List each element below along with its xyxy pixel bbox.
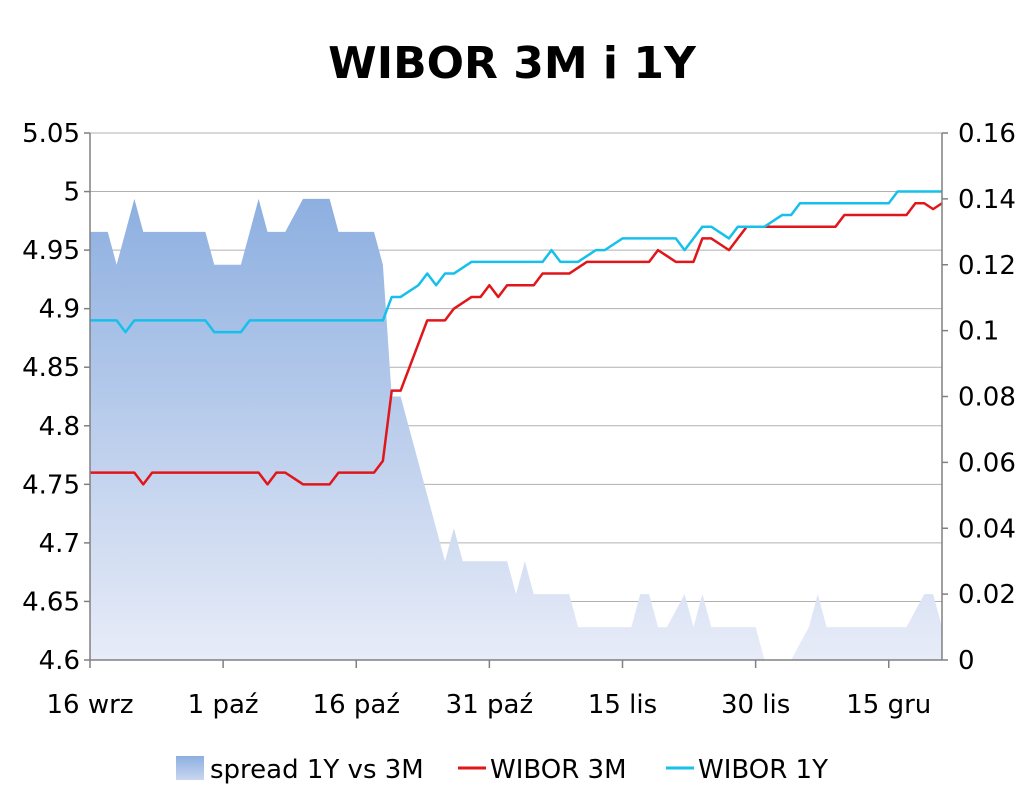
x-tick-label: 1 paź	[188, 690, 259, 720]
legend-label-spread: spread 1Y vs 3M	[210, 755, 424, 785]
y-left-tick-label: 4.7	[39, 529, 80, 559]
y-right-tick-label: 0.1	[958, 317, 999, 347]
line-series-layer	[90, 190, 943, 486]
y-right-tick-label: 0.08	[958, 383, 1016, 413]
x-tick-label: 15 gru	[846, 690, 931, 720]
legend-label-wibor3m: WIBOR 3M	[490, 755, 627, 785]
legend-label-wibor1y: WIBOR 1Y	[698, 755, 828, 785]
y-right-tick-label: 0.04	[958, 514, 1016, 544]
y-left-tick-label: 4.9	[39, 295, 80, 325]
y-left-tick-label: 4.85	[22, 353, 80, 383]
legend: spread 1Y vs 3M WIBOR 3M WIBOR 1Y	[176, 755, 828, 785]
y-right-tick-label: 0.16	[958, 119, 1016, 149]
x-tick-label: 30 lis	[721, 690, 790, 720]
series-spread-area	[90, 198, 942, 660]
y-right-tick-label: 0	[958, 646, 975, 676]
tick-labels: 4.6 4.65 4.7 4.75 4.8 4.85 4.9 4.95 5 5.05 0 0.02 0.…	[22, 119, 1016, 720]
y-right-tick-label: 0.14	[958, 185, 1016, 215]
y-left-tick-label: 4.75	[22, 470, 80, 500]
spread-area-layer	[90, 198, 942, 660]
x-tick-label: 31 paź	[446, 690, 533, 720]
y-left-tick-label: 4.8	[39, 412, 80, 442]
y-left-tick-label: 5	[63, 178, 80, 208]
chart-title: WIBOR 3M i 1Y	[328, 38, 697, 89]
legend-swatch-spread	[176, 756, 204, 780]
x-tick-label: 16 wrz	[47, 690, 134, 720]
y-right-tick-label: 0.12	[958, 251, 1016, 281]
y-right-tick-label: 0.06	[958, 448, 1016, 478]
y-right-tick-label: 0.02	[958, 580, 1016, 610]
series-line-wibor-1y	[90, 190, 942, 334]
y-left-tick-label: 4.95	[22, 236, 80, 266]
y-left-tick-label: 4.6	[39, 646, 80, 676]
y-left-tick-label: 4.65	[22, 587, 80, 617]
series-line-wibor-3m	[90, 202, 943, 486]
x-tick-label: 16 paź	[313, 690, 400, 720]
x-tick-label: 15 lis	[588, 690, 657, 720]
y-left-tick-label: 5.05	[22, 119, 80, 149]
axes	[84, 132, 948, 668]
